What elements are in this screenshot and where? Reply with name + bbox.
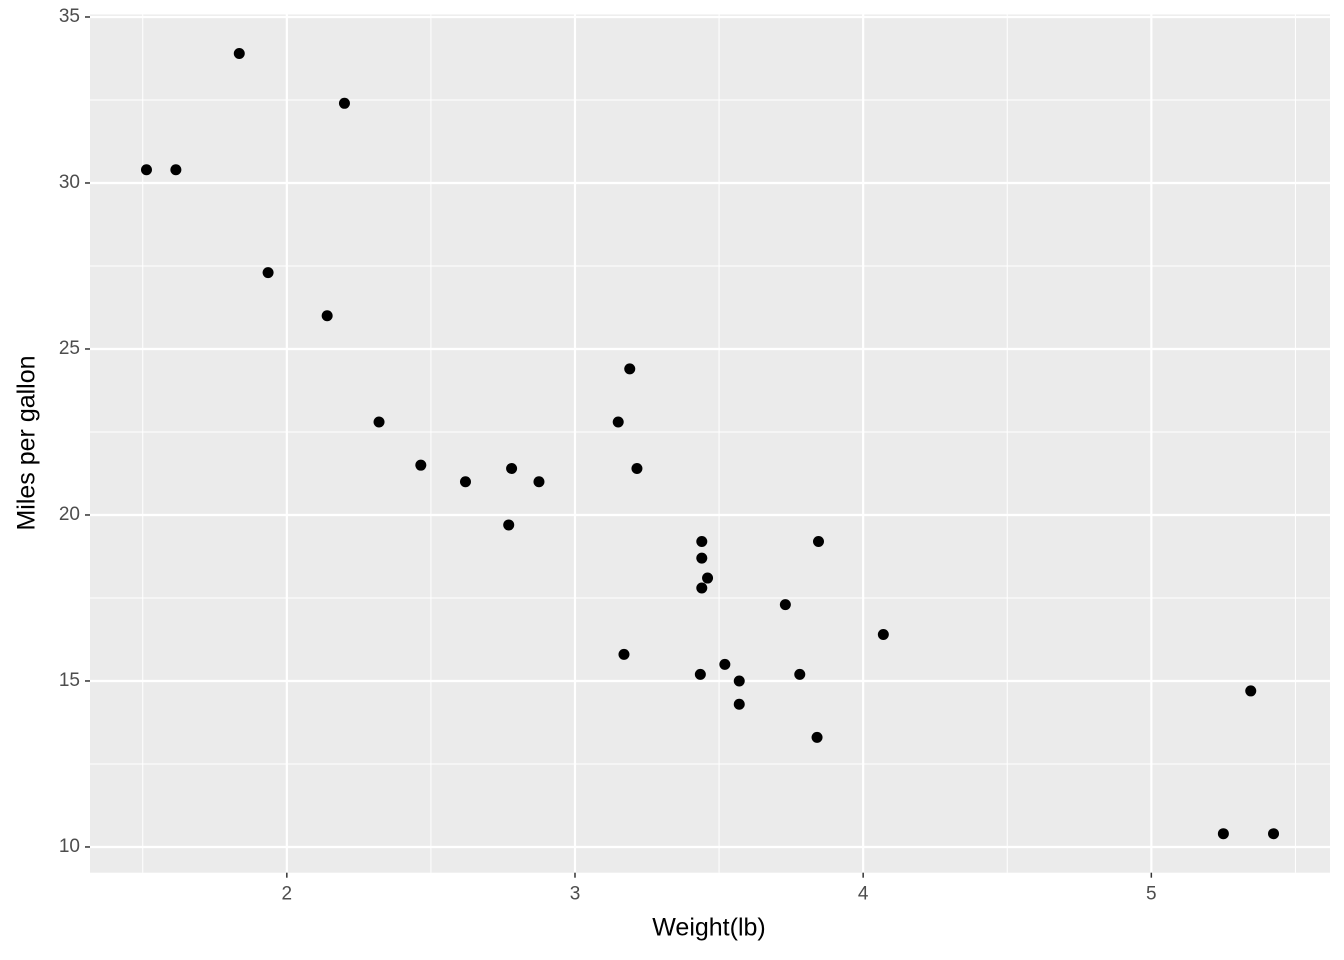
x-tick-label: 4	[858, 884, 869, 905]
point	[170, 164, 182, 176]
point	[459, 476, 471, 488]
point	[506, 462, 518, 474]
x-tick-label: 5	[1146, 884, 1157, 905]
point	[779, 599, 791, 611]
point	[812, 536, 824, 548]
point	[624, 363, 636, 375]
y-axis-title: Miles per gallon	[13, 355, 41, 530]
point	[733, 698, 745, 710]
point	[694, 668, 706, 680]
y-tick-label: 25	[59, 338, 80, 359]
y-tick-label: 10	[59, 836, 80, 857]
point	[415, 459, 427, 471]
point	[503, 519, 515, 531]
point	[321, 310, 333, 322]
point	[373, 416, 385, 428]
point	[1268, 828, 1280, 840]
point	[811, 731, 823, 743]
point	[1245, 685, 1257, 697]
point	[612, 416, 624, 428]
point	[262, 267, 274, 279]
point	[618, 648, 630, 660]
point	[233, 48, 245, 60]
point	[733, 675, 745, 687]
point	[877, 628, 889, 640]
y-tick-label: 20	[59, 504, 80, 525]
panel-background	[90, 14, 1330, 873]
point	[140, 164, 152, 176]
point	[533, 476, 545, 488]
x-axis-title: Weight(lb)	[652, 914, 765, 942]
point	[1217, 828, 1229, 840]
x-tick-label: 2	[282, 884, 293, 905]
point	[696, 552, 708, 564]
y-tick-label: 15	[59, 670, 80, 691]
point	[794, 668, 806, 680]
x-tick-label: 3	[570, 884, 581, 905]
point	[696, 582, 708, 594]
point	[719, 658, 731, 670]
point	[338, 97, 350, 109]
point	[631, 462, 643, 474]
y-tick-label: 35	[59, 6, 80, 27]
point	[696, 536, 708, 548]
y-tick-label: 30	[59, 172, 80, 193]
point	[702, 572, 714, 584]
